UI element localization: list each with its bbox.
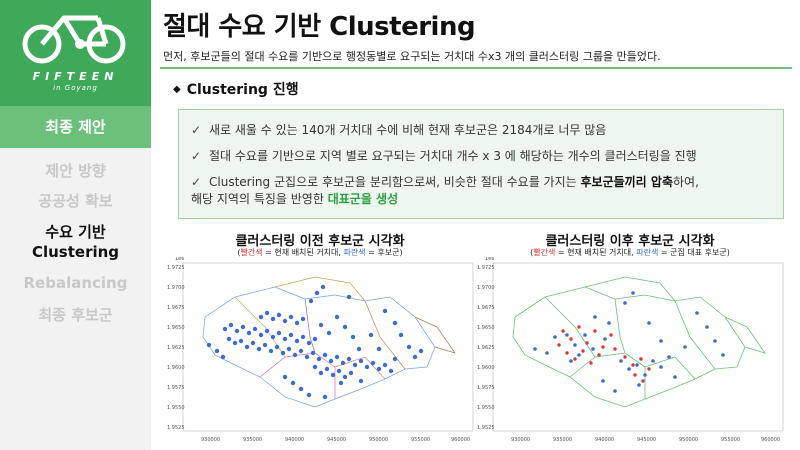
district-boundaries [512,276,766,408]
y-tick: 1.9550 [167,405,185,411]
y-tick: 1.9650 [477,325,495,331]
axis-exponent: 1e6 [175,257,184,262]
summary-box: ✓ 새로 새울 수 있는 140개 거치대 수에 비해 현재 후보군은 2184개… [178,109,784,219]
bullet-continuation: 해당 지역의 특징을 반영한 대표군을 생성 [191,191,398,207]
page-subtitle: 먼저, 후보군들의 절대 수요를 기반으로 행정동별로 요구되는 거치대 수x3… [163,50,661,63]
legend-text: = 현재 배치된 거치대, [262,248,344,257]
x-tick: 940000 [285,437,304,443]
sidebar: FIFTEEN in Goyang 최종 제안 제안 방향 공공성 확보 수요 … [0,0,151,450]
x-tick: 950000 [369,437,388,443]
y-tick: 1.9600 [167,365,185,371]
bullet-text: 새로 새울 수 있는 140개 거치대 수에 비해 현재 후보군은 2184개로… [209,123,607,137]
bullet-emphasis: 후보군들끼리 압축 [580,175,673,189]
x-tick: 960000 [761,437,780,443]
legend-text: = 현재 배치된 거치대, [555,248,637,257]
chart-title-before: 클러스터링 이전 후보군 시각화 [235,234,405,249]
y-tick-labels: 1.9725 1.9700 1.9675 1.9650 1.9625 1.960… [167,265,185,431]
diamond-icon: ◆ [173,84,181,95]
bullet-item: ✓ 새로 새울 수 있는 140개 거치대 수에 비해 현재 후보군은 2184개… [191,122,606,138]
section-title: Clustering 진행 [186,82,299,98]
section-heading: ◆ Clustering 진행 [173,79,299,99]
sidebar-item-publicness[interactable]: 공공성 확보 [38,192,113,210]
bullet-text: 해당 지역의 특징을 반영한 [191,192,328,206]
y-tick: 1.9700 [167,285,185,291]
y-tick: 1.9700 [477,285,495,291]
bullet-highlight: 대표군을 생성 [327,192,399,206]
bullet-text: 절대 수요를 기반으로 지역 별로 요구되는 거치대 개수 x 3 에 해당하는… [209,149,697,163]
sidebar-item-final-candidates[interactable]: 최종 후보군 [38,306,113,324]
x-tick: 935000 [553,437,572,443]
chart-title-after: 클러스터링 이후 후보군 시각화 [545,234,715,249]
bullet-text: Clustering 군집으로 후보군을 분리함으로써, 비슷한 절대 수요를 … [209,175,581,189]
bullet-item: ✓ Clustering 군집으로 후보군을 분리함으로써, 비슷한 절대 수요를… [191,174,699,190]
existing-station-points [557,325,651,383]
y-tick: 1.9525 [477,425,495,431]
x-tick-labels: 930000 935000 940000 945000 950000 95500… [511,437,780,443]
x-tick: 930000 [201,437,220,443]
bullet-item: ✓ 절대 수요를 기반으로 지역 별로 요구되는 거치대 개수 x 3 에 해당하… [191,148,697,164]
map-after-clustering: 1e6 1.9725 1.9700 1.9675 1.9650 1.9625 1… [477,257,784,443]
y-tick: 1.9675 [167,305,185,311]
candidate-points [206,284,424,400]
x-tick: 950000 [679,437,698,443]
bicycle-icon [22,15,126,64]
y-tick: 1.9550 [477,405,495,411]
legend-text: = 군집 대표 후보군) [658,248,730,257]
x-tick: 955000 [411,437,430,443]
y-tick: 1.9725 [477,265,495,271]
chart-legend-after: (빨간색 = 현재 배치된 거치대, 파란색 = 군집 대표 후보군) [480,247,780,258]
legend-red: 빨간색 [533,248,556,257]
check-icon: ✓ [191,123,202,137]
sidebar-item-proposal-direction[interactable]: 제안 방향 [45,162,106,180]
y-tick: 1.9600 [477,365,495,371]
cluster-representative-points [533,291,725,393]
y-tick: 1.9725 [167,265,185,271]
x-tick-labels: 930000 935000 940000 945000 950000 95500… [201,437,470,443]
x-tick: 955000 [721,437,740,443]
map-before-clustering: 1e6 1.9725 1.9700 1.9675 1.9650 1.9625 1… [167,257,474,443]
legend-blue: 파란색 [343,248,366,257]
legend-text: ( [237,248,241,257]
y-tick: 1.9575 [167,385,185,391]
chart-legend-before: (빨간색 = 현재 배치된 거치대, 파란색 = 후보군) [170,247,470,258]
page-title: 절대 수요 기반 Clustering [163,12,476,42]
y-tick: 1.9650 [167,325,185,331]
sidebar-item-clustering[interactable]: 수요 기반 Clustering [31,223,120,261]
title-divider [160,67,792,69]
check-icon: ✓ [191,149,202,163]
x-tick: 930000 [511,437,530,443]
legend-red: 빨간색 [240,248,263,257]
x-tick: 945000 [327,437,346,443]
x-tick: 945000 [637,437,656,443]
brand-sub: in Goyang [53,84,98,92]
legend-text: ( [530,248,534,257]
plot-frame [492,262,784,432]
y-tick: 1.9575 [477,385,495,391]
plot-frame [182,262,474,432]
sidebar-active-section[interactable]: 최종 제안 [0,106,151,148]
y-tick: 1.9625 [477,345,495,351]
legend-blue: 파란색 [636,248,659,257]
check-icon: ✓ [191,175,202,189]
x-tick: 940000 [595,437,614,443]
y-tick: 1.9675 [477,305,495,311]
x-tick: 960000 [451,437,470,443]
y-tick: 1.9525 [167,425,185,431]
logo: FIFTEEN in Goyang [0,0,151,106]
bullet-text: 하여, [672,175,699,189]
y-tick: 1.9625 [167,345,185,351]
sidebar-item-rebalancing[interactable]: Rebalancing [23,274,128,292]
brand-name: FIFTEEN [32,70,119,83]
x-tick: 935000 [243,437,262,443]
y-tick-labels: 1.9725 1.9700 1.9675 1.9650 1.9625 1.960… [477,265,495,431]
legend-text: = 후보군) [365,248,403,257]
axis-exponent: 1e6 [485,257,494,262]
